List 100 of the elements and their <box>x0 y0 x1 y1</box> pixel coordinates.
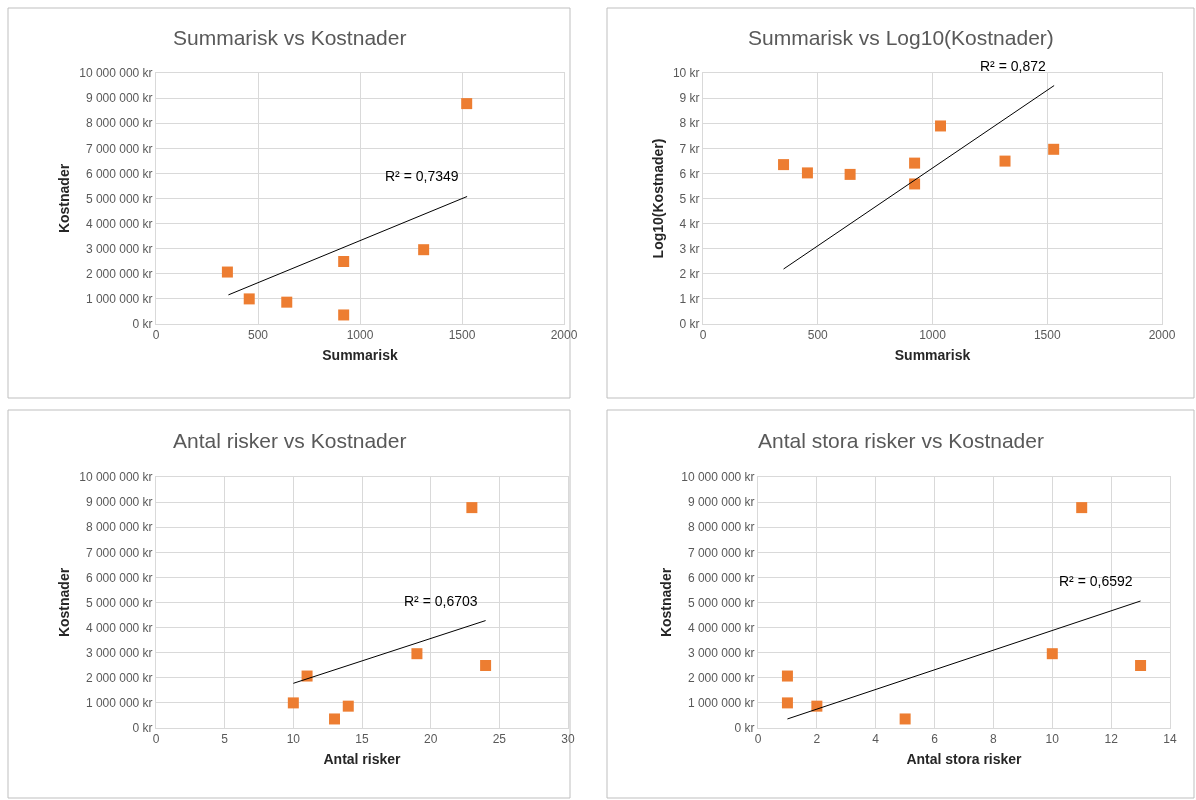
point <box>243 293 255 305</box>
y-tick-label: 5 000 000 kr <box>687 595 755 610</box>
chart-title: Antal stora risker vs Kostnader <box>758 429 1044 452</box>
y-tick-label: 8 000 000 kr <box>687 520 755 535</box>
x-tick-label: 500 <box>807 328 829 343</box>
x-tick-label: 6 <box>931 732 939 747</box>
y-tick-label: 3 000 000 kr <box>687 645 755 660</box>
annotation: R² = 0,7349 <box>385 168 459 184</box>
y-axis-title: Log10(Kostnader) <box>649 138 666 259</box>
y-tick-label: 7 kr <box>679 141 700 156</box>
x-axis-title: Summarisk <box>894 346 971 363</box>
y-tick-label: 7 000 000 kr <box>687 545 755 560</box>
y-tick-label: 9 000 000 kr <box>85 91 153 106</box>
point <box>1076 502 1088 514</box>
y-tick-label: 7 000 000 kr <box>85 141 153 156</box>
x-axis-title: Antal risker <box>323 750 402 767</box>
point <box>1046 648 1058 660</box>
y-tick-label: 5 kr <box>679 191 700 206</box>
point <box>338 256 350 267</box>
y-tick-label: 1 kr <box>679 292 700 307</box>
y-axis-title: Kostnader <box>55 163 72 234</box>
x-tick-label: 15 <box>355 732 369 747</box>
x-axis-title: Summarisk <box>322 346 398 363</box>
y-tick-label: 2 kr <box>679 267 700 281</box>
x-tick-label: 10 <box>1045 732 1060 747</box>
y-tick-label: 5 000 000 kr <box>85 595 153 610</box>
x-tick-label: 14 <box>1163 732 1177 747</box>
y-tick-label: 0 kr <box>132 721 153 736</box>
point <box>287 697 299 709</box>
y-tick-label: 8 kr <box>679 116 700 131</box>
x-tick-label: 500 <box>247 328 269 343</box>
point <box>1048 143 1060 155</box>
y-tick-label: 4 000 000 kr <box>85 216 153 231</box>
x-tick-label: 2000 <box>550 328 578 343</box>
x-tick-label: 4 <box>872 732 880 747</box>
chart-title: Summarisk vs Kostnader <box>173 26 407 49</box>
annotation: R² = 0,6592 <box>1059 573 1133 589</box>
y-tick-label: 6 000 000 kr <box>85 570 153 585</box>
x-tick-label: 5 <box>221 732 229 747</box>
point <box>338 309 350 321</box>
point <box>935 120 947 132</box>
x-tick-label: 0 <box>152 732 160 747</box>
y-tick-label: 6 000 000 kr <box>687 570 755 585</box>
point <box>778 159 790 171</box>
x-tick-label: 1500 <box>448 328 476 343</box>
y-tick-label: 9 000 000 kr <box>85 495 153 510</box>
y-tick-label: 3 000 000 kr <box>85 645 153 660</box>
y-tick-label: 2 000 000 kr <box>85 267 153 281</box>
y-tick-label: 8 000 000 kr <box>85 116 153 131</box>
x-tick-label: 25 <box>492 732 507 747</box>
annotation: R² = 0,872 <box>980 58 1046 74</box>
y-tick-label: 3 kr <box>679 241 700 256</box>
point <box>844 168 856 180</box>
x-tick-label: 10 <box>286 732 301 747</box>
x-tick-label: 30 <box>561 732 575 747</box>
x-tick-label: 12 <box>1104 732 1119 747</box>
x-tick-label: 0 <box>152 328 160 343</box>
y-tick-label: 0 kr <box>132 317 153 332</box>
point <box>899 713 911 725</box>
y-tick-label: 10 000 000 kr <box>681 470 755 485</box>
y-tick-label: 10 000 000 kr <box>79 66 153 81</box>
point <box>329 713 341 725</box>
y-tick-label: 4 kr <box>679 216 700 231</box>
y-tick-label: 4 000 000 kr <box>687 620 755 635</box>
point <box>461 98 473 110</box>
x-tick-label: 20 <box>423 732 438 747</box>
x-tick-label: 0 <box>699 328 707 343</box>
point <box>1135 660 1147 671</box>
point <box>466 502 478 514</box>
y-tick-label: 10 kr <box>672 66 700 81</box>
x-tick-label: 2 <box>813 732 821 747</box>
y-tick-label: 6 000 000 kr <box>85 166 153 181</box>
y-tick-label: 6 kr <box>679 166 700 181</box>
y-tick-label: 5 000 000 kr <box>85 191 153 206</box>
x-axis-title: Antal stora risker <box>906 750 1023 767</box>
point <box>418 244 430 256</box>
chart-title: Antal risker vs Kostnader <box>173 429 407 452</box>
chart-title: Summarisk vs Log10(Kostnader) <box>748 26 1054 49</box>
point <box>342 700 354 712</box>
point <box>221 266 233 278</box>
y-tick-label: 9 000 000 kr <box>687 495 755 510</box>
y-tick-label: 7 000 000 kr <box>85 545 153 560</box>
y-tick-label: 9 kr <box>679 91 700 106</box>
y-axis-title: Kostnader <box>55 567 72 638</box>
y-tick-label: 10 000 000 kr <box>79 470 153 485</box>
point <box>480 660 492 671</box>
x-tick-label: 1000 <box>919 328 947 343</box>
y-tick-label: 0 kr <box>679 317 700 332</box>
y-tick-label: 1 000 000 kr <box>85 696 153 711</box>
y-tick-label: 4 000 000 kr <box>85 620 153 635</box>
annotation: R² = 0,6703 <box>404 593 478 609</box>
point <box>781 670 793 682</box>
y-tick-label: 1 000 000 kr <box>687 696 755 711</box>
x-tick-label: 2000 <box>1148 328 1176 343</box>
y-tick-label: 2 000 000 kr <box>85 671 153 685</box>
point <box>801 167 813 179</box>
point <box>411 648 423 660</box>
y-tick-label: 1 000 000 kr <box>85 292 153 307</box>
point <box>281 296 293 308</box>
point <box>909 157 921 169</box>
